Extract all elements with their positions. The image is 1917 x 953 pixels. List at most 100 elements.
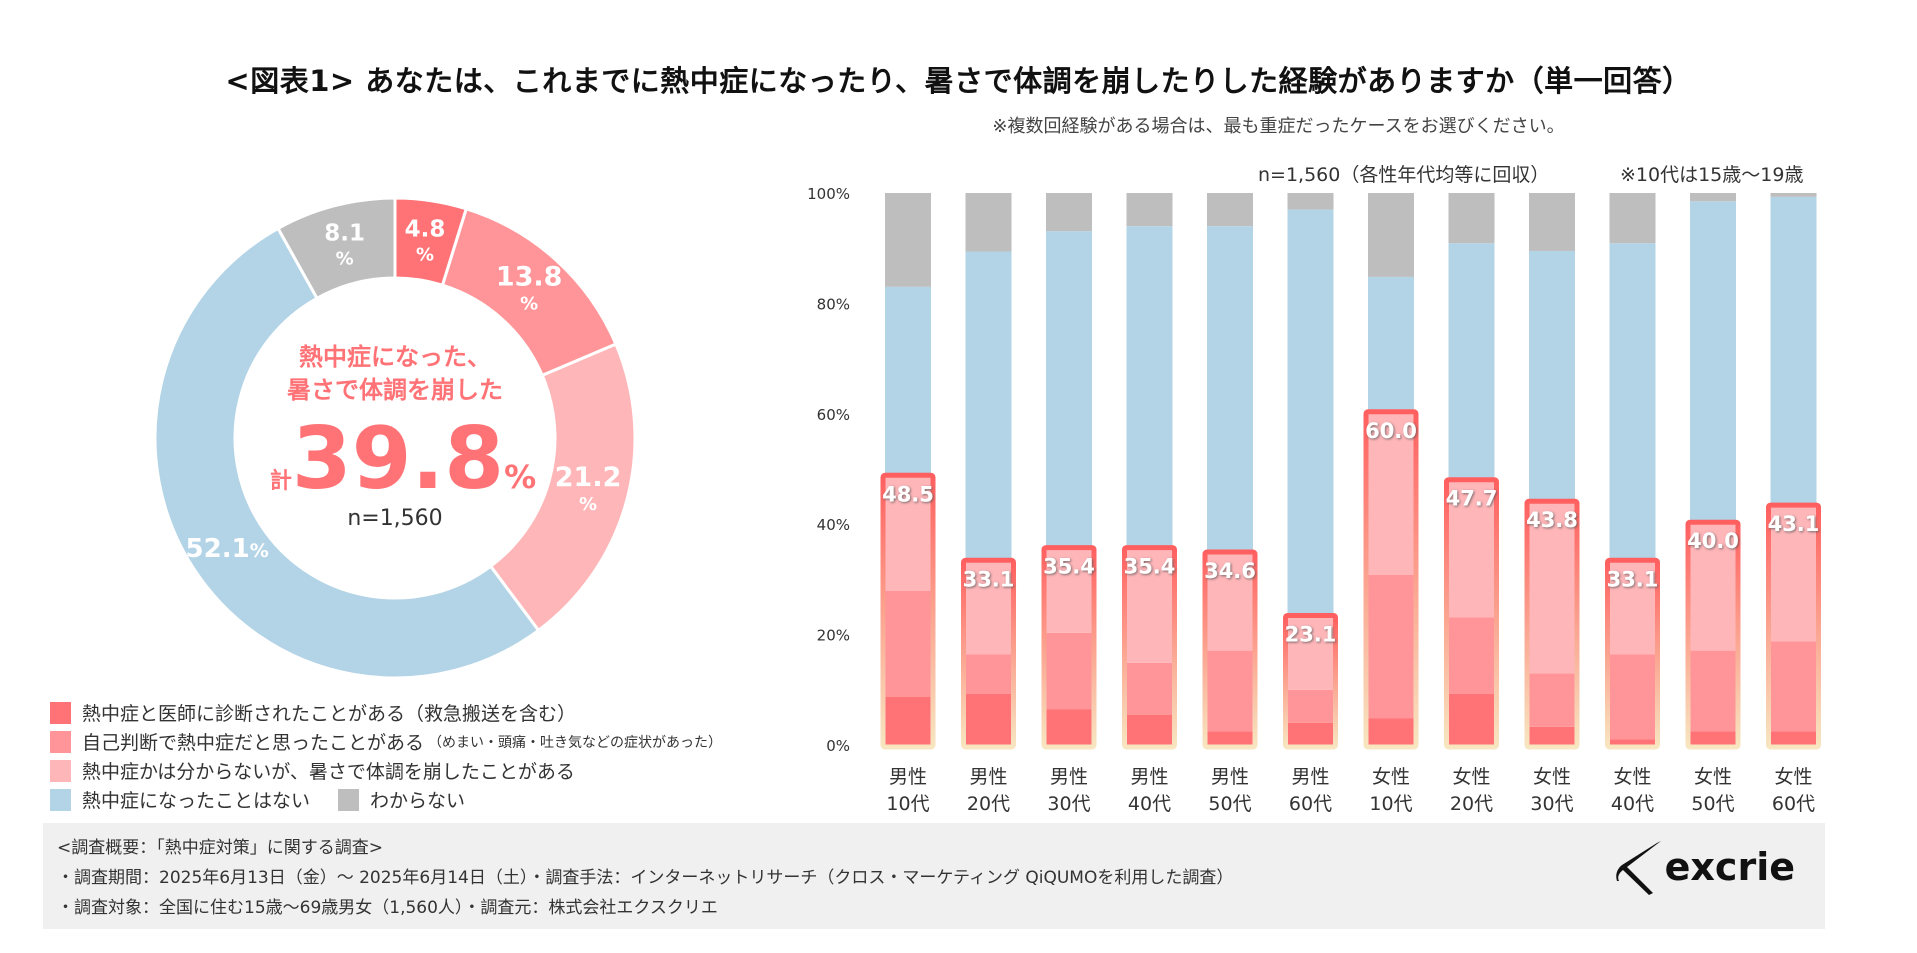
bar-total-label: 60.0 <box>1365 419 1417 443</box>
legend-item-diagnosed: 熱中症と医師に診断されたことがある（救急搬送を含む） <box>50 698 722 727</box>
bar-segment-diagnosed <box>1529 726 1575 745</box>
x-tick-label-gender: 女性 <box>1774 766 1812 788</box>
legend-label: 自己判断で熱中症だと思ったことがある <box>82 732 425 754</box>
x-tick-label-age: 20代 <box>967 793 1010 815</box>
bar-segment-diagnosed <box>965 693 1012 745</box>
bar-segment-unsure-unwell <box>1448 481 1495 618</box>
bar-segment-self-judged <box>1287 689 1334 723</box>
bar-segment-never <box>1207 226 1253 555</box>
bar-group: 60.0 <box>1363 193 1419 750</box>
x-tick-label-age: 30代 <box>1530 793 1573 815</box>
experienced-total-outline <box>1202 549 1258 750</box>
legend-swatch <box>50 759 71 782</box>
y-tick-label: 60% <box>817 406 850 424</box>
bar-group: 34.6 <box>1202 193 1258 750</box>
legend-item-never: 熱中症になったことはない わからない <box>50 785 722 814</box>
x-tick-label-gender: 男性 <box>1130 766 1168 788</box>
bar-group: 48.5 <box>880 193 936 750</box>
bar-segment-diagnosed <box>1690 731 1736 745</box>
bar-total-label: 34.6 <box>1204 559 1256 583</box>
donut-slice-unit: % <box>520 294 538 315</box>
x-tick-label-age: 50代 <box>1208 793 1251 815</box>
y-tick-label: 20% <box>817 627 850 645</box>
donut-slice-unit: % <box>579 494 597 515</box>
donut-slice-unit: % <box>416 244 434 265</box>
bar-segment-diagnosed <box>885 696 931 745</box>
bar-segment-dont-know <box>1770 193 1817 197</box>
bar-segment-diagnosed <box>1287 722 1334 745</box>
bar-group: 35.4 <box>1041 193 1097 750</box>
x-tick-label-gender: 男性 <box>1050 766 1088 788</box>
donut-total: 計39.8% <box>270 409 536 509</box>
bar-total-label: 47.7 <box>1446 487 1498 511</box>
donut-sample-size: n=1,560 <box>347 506 442 531</box>
x-tick-label-age: 30代 <box>1047 793 1090 815</box>
chart-title: <図表1> あなたは、これまでに熱中症になったり、暑さで体調を崩したりした経験が… <box>225 64 1692 98</box>
age-range-note: ※10代は15歳～19歳 <box>1620 164 1804 186</box>
experienced-total-outline <box>1605 557 1660 750</box>
y-tick-label: 0% <box>826 737 850 755</box>
experienced-total-outline <box>1444 477 1499 750</box>
experienced-total-outline <box>1766 502 1821 750</box>
bar-segment-dont-know <box>965 193 1012 252</box>
bar-total-label: 23.1 <box>1285 622 1337 646</box>
bar-segment-dont-know <box>1609 193 1656 244</box>
bar-segment-never <box>1690 201 1736 525</box>
bar-segment-self-judged <box>885 590 931 697</box>
x-tick-label-age: 20代 <box>1450 793 1493 815</box>
experienced-total-outline <box>961 557 1016 750</box>
legend-label: わからない <box>370 790 466 812</box>
legend-item-self-judged: 自己判断で熱中症だと思ったことがある （めまい・頭痛・吐き気などの症状があった） <box>50 727 722 756</box>
bar-group: 33.1 <box>961 193 1016 750</box>
legend-swatch <box>50 788 71 811</box>
bar-segment-self-judged <box>1770 641 1817 732</box>
bar-group: 35.4 <box>1122 193 1177 750</box>
bar-group: 43.1 <box>1766 193 1821 750</box>
survey-overview-heading: <調査概要：「熱中症対策」に関する調査> <box>57 838 383 858</box>
bar-segment-diagnosed <box>1448 693 1495 745</box>
donut-slice-label: 13.8 <box>496 262 563 293</box>
bar-segment-unsure-unwell <box>1126 549 1173 663</box>
bar-segment-self-judged <box>1207 650 1253 732</box>
bar-segment-never <box>1046 231 1092 550</box>
x-tick-label-gender: 男性 <box>1291 766 1329 788</box>
bar-segment-dont-know <box>1046 193 1092 232</box>
bar-total-label: 33.1 <box>963 567 1015 591</box>
donut-slice-label: 4.8 <box>405 216 446 242</box>
bar-segment-dont-know <box>1126 193 1173 227</box>
legend-swatch <box>50 701 71 724</box>
survey-period-method: ・調査期間：2025年6月13日（金）～ 2025年6月14日（土）・調査手法：… <box>57 868 1234 888</box>
logo-mark-icon <box>1615 841 1661 895</box>
x-tick-label-gender: 男性 <box>969 766 1007 788</box>
x-tick-label-age: 10代 <box>886 793 929 815</box>
bar-segment-unsure-unwell <box>965 562 1012 655</box>
bar-total-label: 43.1 <box>1768 512 1820 536</box>
bar-group: 33.1 <box>1605 193 1660 750</box>
bar-segment-diagnosed <box>1126 714 1173 745</box>
donut-slice-label: 52.1% <box>186 534 269 564</box>
bar-segment-dont-know <box>1207 193 1253 227</box>
donut-center-line1: 熱中症になった、 <box>299 343 491 371</box>
bar-segment-unsure-unwell <box>1529 503 1575 674</box>
bar-segment-dont-know <box>1529 193 1575 251</box>
logo-text: excrie <box>1664 845 1795 889</box>
donut-slice-label: 21.2 <box>555 462 622 493</box>
donut-chart: 4.8%13.8%21.2%52.1%8.1%熱中症になった、暑さで体調を崩した… <box>153 196 637 680</box>
bar-segment-unsure-unwell <box>1368 413 1414 575</box>
bar-total-label: 43.8 <box>1526 508 1578 532</box>
bar-group: 23.1 <box>1283 193 1338 750</box>
bar-group: 40.0 <box>1685 193 1741 750</box>
bar-total-label: 40.0 <box>1687 529 1739 553</box>
bar-segment-never <box>965 251 1012 563</box>
legend: 熱中症と医師に診断されたことがある（救急搬送を含む） 自己判断で熱中症だと思った… <box>50 698 722 814</box>
bar-segment-unsure-unwell <box>885 477 931 591</box>
bar-segment-dont-know <box>1368 193 1414 277</box>
survey-overview: <調査概要：「熱中症対策」に関する調査> ・調査期間：2025年6月13日（金）… <box>43 823 1825 929</box>
bar-segment-diagnosed <box>1609 739 1656 745</box>
bar-segment-dont-know <box>885 193 931 287</box>
legend-label: 熱中症になったことはない <box>82 790 311 812</box>
experienced-total-outline <box>1363 409 1419 750</box>
experienced-total-outline <box>1122 545 1177 750</box>
bar-segment-dont-know <box>1448 193 1495 244</box>
bar-segment-self-judged <box>1126 662 1173 715</box>
